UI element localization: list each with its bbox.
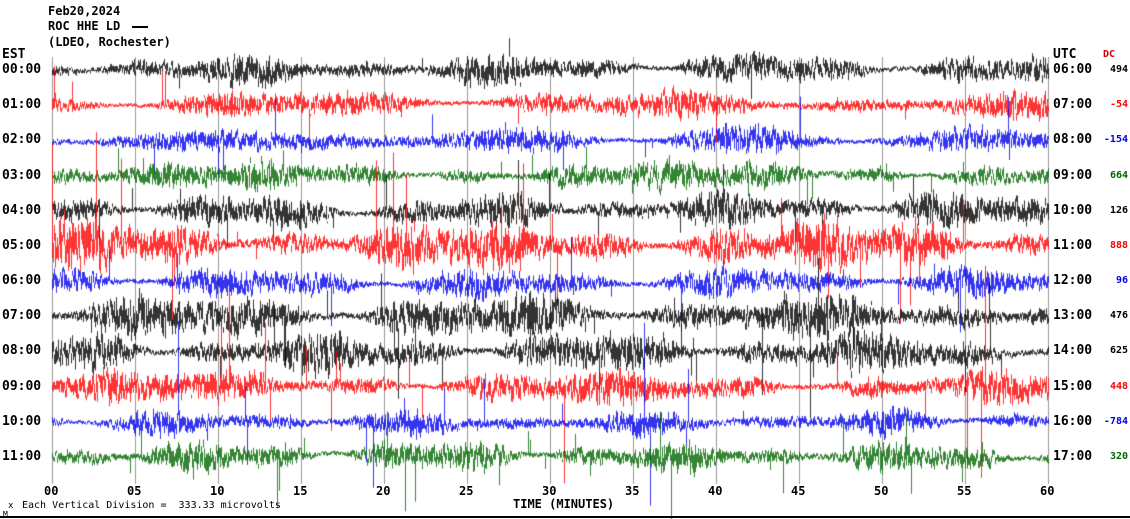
est-time-label: 01:00 xyxy=(2,97,42,113)
est-time-label: 00:00 xyxy=(2,62,42,77)
corner-mark: M xyxy=(3,510,8,519)
x-tick-label: 50 xyxy=(874,484,889,498)
utc-time-label: 10:00 xyxy=(1053,202,1093,218)
x-tick-label: 00 xyxy=(44,484,59,498)
dc-offset-value: 494 xyxy=(1109,64,1128,75)
header-date: Feb20,2024 xyxy=(48,4,121,18)
utc-time-label: 16:00 xyxy=(1053,413,1093,429)
utc-time-label: 08:00 xyxy=(1053,132,1093,148)
x-tick-label: 35 xyxy=(625,484,640,498)
utc-time-label: 11:00 xyxy=(1053,237,1093,253)
x-tick-label: 10 xyxy=(210,484,225,498)
est-axis-label: EST xyxy=(2,47,26,62)
x-axis-title: TIME (MINUTES) xyxy=(513,497,615,511)
dc-offset-value: -154 xyxy=(1103,134,1128,146)
dc-offset-value: 664 xyxy=(1109,169,1128,181)
x-tick-label: 30 xyxy=(542,484,557,498)
dc-offset-value: 625 xyxy=(1109,345,1128,357)
utc-time-label: 07:00 xyxy=(1053,97,1093,113)
x-tick-label: 60 xyxy=(1040,484,1055,498)
dc-offset-value: 96 xyxy=(1115,275,1128,287)
utc-time-label: 17:00 xyxy=(1053,448,1093,464)
utc-time-label: 14:00 xyxy=(1053,343,1093,359)
utc-time-label: 15:00 xyxy=(1053,378,1093,394)
est-time-label: 11:00 xyxy=(2,448,42,464)
est-time-label: 10:00 xyxy=(2,413,42,429)
scale-note: Each Vertical Division = 333.33 microvol… xyxy=(22,500,281,511)
x-tick-label: 45 xyxy=(791,484,806,498)
dc-offset-value: -784 xyxy=(1103,415,1128,427)
x-tick-label: 20 xyxy=(376,484,391,498)
utc-time-label: 06:00 xyxy=(1053,62,1093,77)
x-tick-label: 40 xyxy=(708,484,723,498)
dc-offset-value: 476 xyxy=(1109,310,1128,322)
utc-time-label: 09:00 xyxy=(1053,167,1093,183)
x-tick-label: 25 xyxy=(459,484,474,498)
x-tick-label: 15 xyxy=(293,484,308,498)
utc-axis-label: UTC xyxy=(1053,47,1077,62)
est-time-label: 06:00 xyxy=(2,273,42,289)
header-scale-mark xyxy=(132,26,148,28)
utc-time-label: 12:00 xyxy=(1053,273,1093,289)
dc-offset-value: 320 xyxy=(1109,450,1128,462)
est-time-label: 09:00 xyxy=(2,378,42,394)
utc-time-label: 13:00 xyxy=(1053,308,1093,324)
dc-offset-value: 888 xyxy=(1109,239,1128,251)
est-time-label: 02:00 xyxy=(2,132,42,148)
est-time-label: 04:00 xyxy=(2,202,42,218)
dc-axis-label: DC xyxy=(1103,49,1116,60)
est-time-label: 03:00 xyxy=(2,167,42,183)
bottom-rule xyxy=(0,516,1130,518)
dc-offset-value: 448 xyxy=(1109,380,1128,392)
x-tick-label: 55 xyxy=(957,484,972,498)
header-station: ROC HHE LD xyxy=(48,19,121,33)
est-time-label: 07:00 xyxy=(2,308,42,324)
est-time-label: 08:00 xyxy=(2,343,42,359)
scale-marker: x xyxy=(8,501,14,511)
dc-offset-value: -54 xyxy=(1109,99,1128,111)
x-tick-label: 05 xyxy=(127,484,142,498)
est-time-label: 05:00 xyxy=(2,237,42,253)
dc-offset-value: 126 xyxy=(1109,204,1128,216)
header-location: (LDEO, Rochester) xyxy=(48,35,171,49)
